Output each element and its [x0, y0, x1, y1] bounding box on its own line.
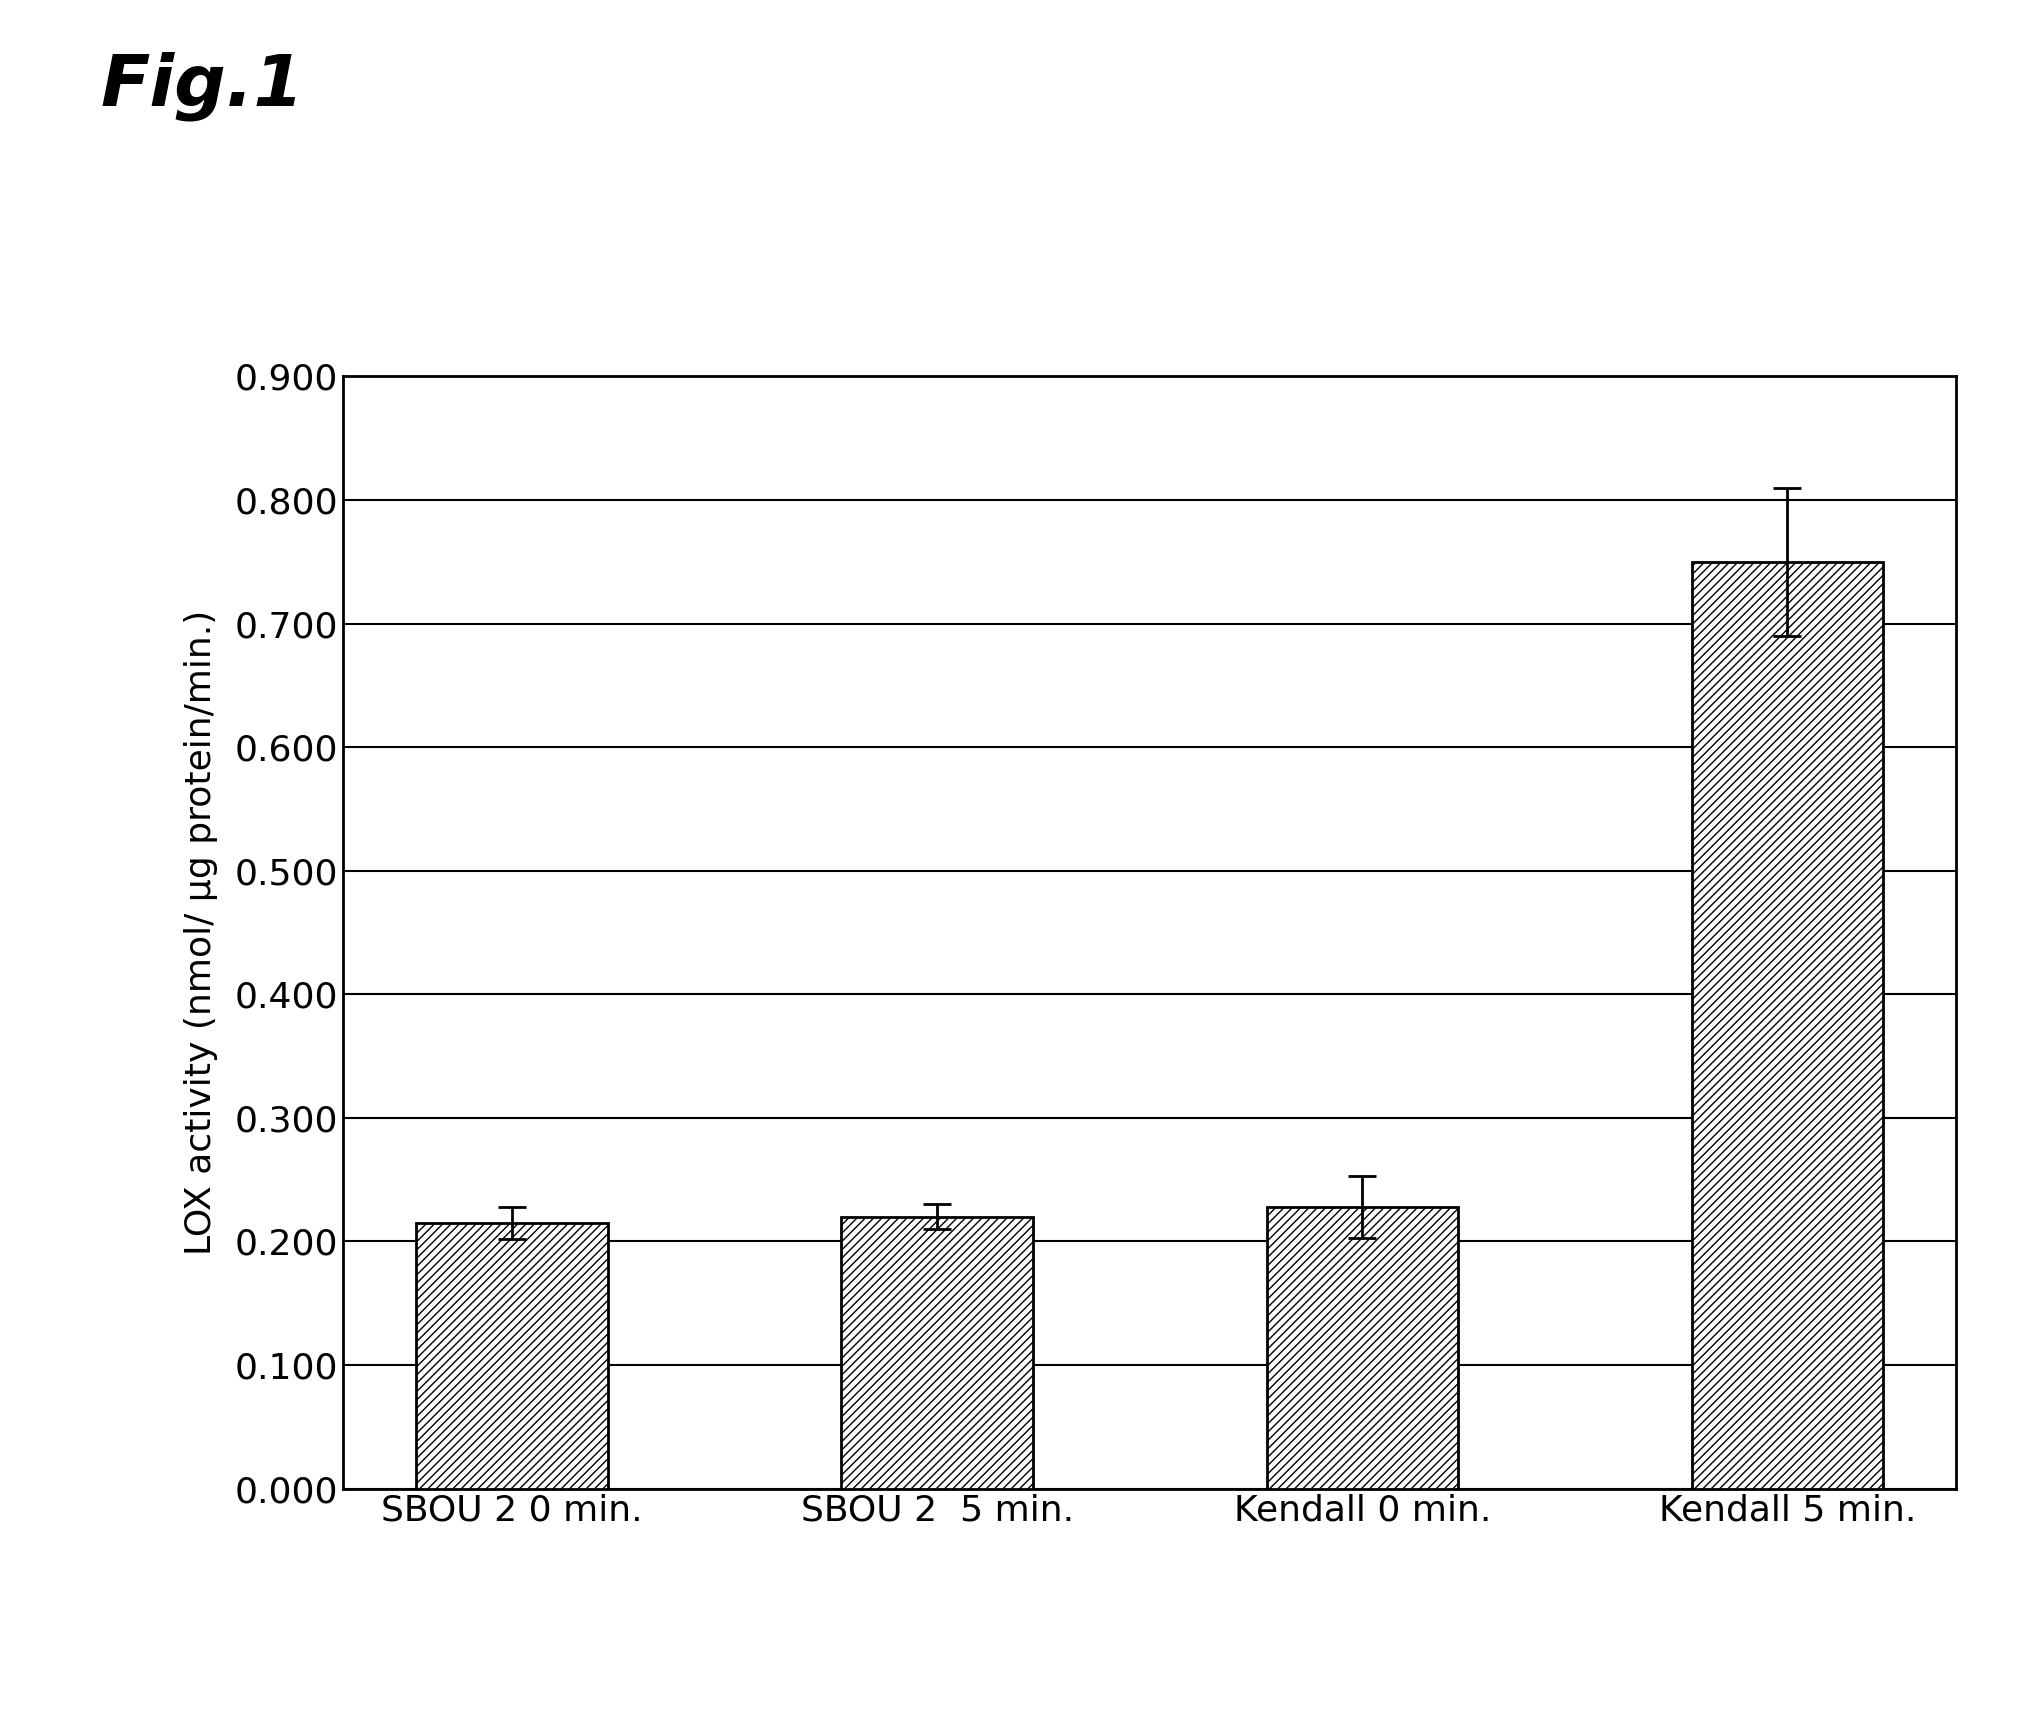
Bar: [841, 1217, 1033, 1489]
Text: Fig.1: Fig.1: [101, 51, 305, 121]
Y-axis label: LOX activity (nmol/ μg protein/min.): LOX activity (nmol/ μg protein/min.): [184, 609, 218, 1256]
Bar: [416, 1223, 607, 1489]
Bar: [1692, 561, 1884, 1489]
Bar: [1267, 1206, 1458, 1489]
